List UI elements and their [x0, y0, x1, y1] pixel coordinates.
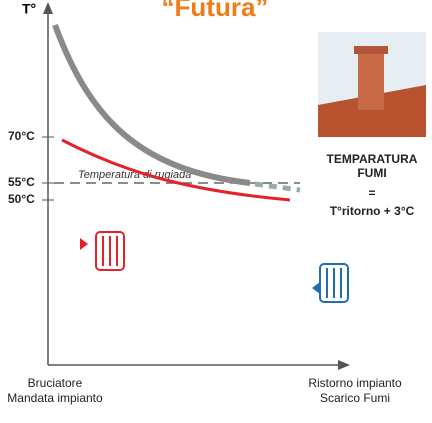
- axis-symbol: T°: [22, 1, 36, 17]
- x-arrow: [338, 360, 350, 370]
- tick-label: 55°C: [8, 175, 35, 189]
- radiator-left: [80, 231, 125, 271]
- chimney-photo: [318, 32, 426, 137]
- title: “Futura”: [162, 0, 269, 22]
- bottom-label: Mandata impianto: [7, 391, 103, 405]
- bottom-label: Ristorno impianto: [308, 376, 402, 390]
- gray-curve: [52, 23, 251, 186]
- gray-curve-dash: [254, 181, 301, 193]
- y-arrow: [43, 2, 53, 14]
- radiator-right: [312, 263, 349, 303]
- red-curve: [61, 138, 291, 202]
- tick-label: 70°C: [8, 129, 35, 143]
- bottom-label: Bruciatore: [28, 376, 83, 390]
- side-formula: T°ritorno + 3°C: [330, 204, 415, 218]
- side-title: FUMI: [357, 166, 386, 180]
- side-title: TEMPARATURA: [327, 152, 418, 166]
- bottom-label: Scarico Fumi: [320, 391, 390, 405]
- side-equals: =: [368, 186, 375, 200]
- tick-label: 50°C: [8, 192, 35, 206]
